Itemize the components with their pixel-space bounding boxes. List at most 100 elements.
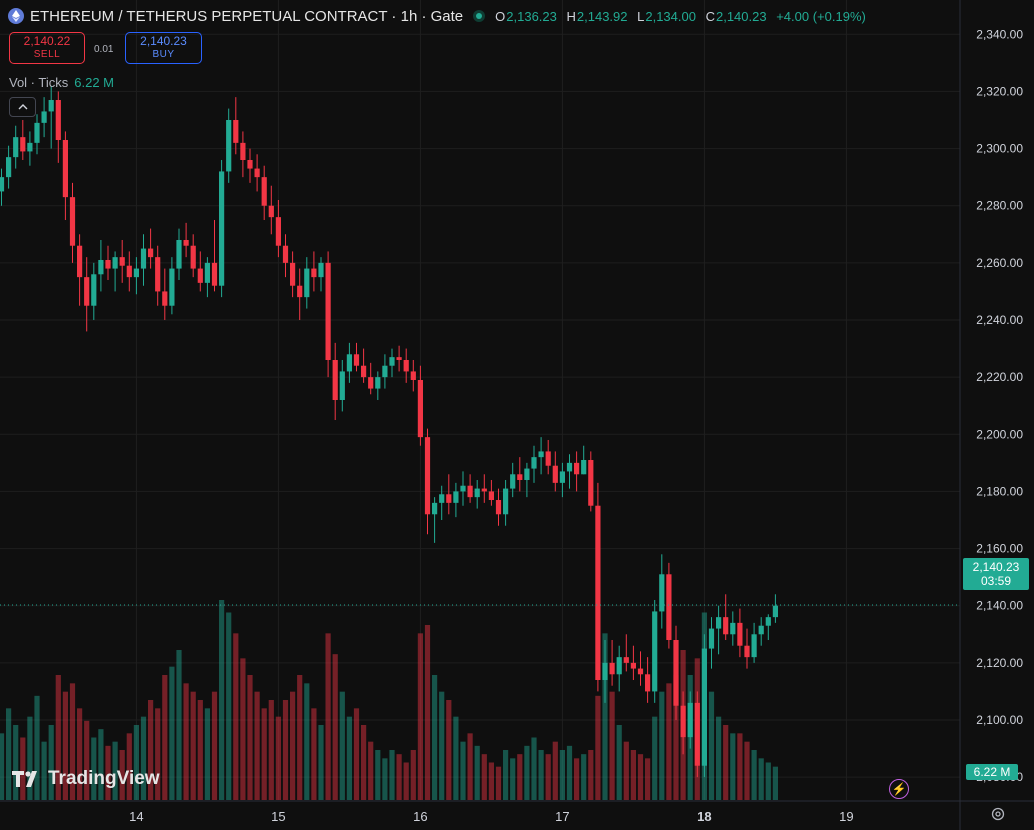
volume-bar (645, 758, 651, 800)
collapse-legend-button[interactable] (9, 97, 36, 117)
candle-body (311, 268, 317, 278)
candle-body (503, 488, 509, 515)
candle-body (162, 291, 168, 306)
candle-body (119, 257, 125, 266)
sell-button[interactable]: 2,140.22 SELL (9, 32, 85, 64)
volume-bar (311, 708, 317, 800)
close-label: C (705, 8, 715, 24)
volume-bar (467, 733, 473, 800)
tradingview-watermark[interactable]: TradingView (12, 768, 160, 790)
candle-body (261, 177, 267, 206)
volume-bar (261, 708, 267, 800)
candle-body (6, 157, 12, 178)
candle-body (645, 674, 651, 692)
candle-body (41, 111, 47, 123)
sell-label: SELL (33, 49, 61, 60)
volume-bar (148, 700, 154, 800)
volume-bar (290, 691, 296, 800)
volume-bar (297, 675, 303, 800)
candle-body (268, 205, 274, 218)
volume-bar (20, 737, 26, 800)
symbol-title[interactable]: ETHEREUM / TETHERUS PERPETUAL CONTRACT ·… (30, 7, 464, 25)
candle-body (588, 460, 594, 506)
candle-body (140, 248, 147, 269)
candle-body (34, 122, 40, 143)
volume-bar (98, 729, 104, 800)
volume-bar (382, 758, 388, 800)
candle-body (254, 168, 260, 178)
volume-bar (588, 750, 594, 800)
candle-body (673, 640, 679, 706)
lightning-icon[interactable]: ⚡ (889, 779, 909, 799)
volume-bar (204, 708, 210, 800)
candle-body (155, 257, 161, 292)
candle-body (730, 622, 736, 635)
candle-body (297, 285, 303, 298)
candle-body (247, 160, 253, 169)
candle-body (91, 274, 97, 306)
volume-label: Vol · Ticks (9, 75, 69, 90)
volume-bar (119, 750, 125, 800)
candle-body (361, 365, 367, 378)
candle-body (552, 465, 558, 483)
candle-body (581, 460, 587, 475)
candle-body (510, 474, 516, 489)
candle-body (659, 574, 665, 612)
volume-bar (510, 758, 516, 800)
candle-body (623, 657, 629, 663)
candle-body (62, 140, 68, 198)
candle-body (197, 268, 203, 283)
tradingview-logo-icon (12, 771, 37, 787)
volume-bar (275, 716, 281, 800)
candle-body (708, 628, 715, 649)
volume-bar (481, 754, 487, 800)
candle-body (680, 705, 686, 738)
x-tick-label: 18 (697, 809, 711, 824)
candle-body (495, 500, 502, 515)
y-tick-label: 2,220.00 (976, 370, 1023, 384)
buy-button[interactable]: 2,140.23 BUY (125, 32, 202, 64)
volume-bar (623, 741, 629, 800)
candle-body (538, 451, 544, 458)
volume-bar (410, 750, 416, 800)
volume-bar (169, 666, 175, 800)
volume-bar (268, 700, 274, 800)
volume-bar (318, 725, 324, 800)
x-tick-label: 19 (839, 809, 853, 824)
volume-bar (48, 725, 54, 800)
volume-bar (41, 741, 47, 800)
candle-body (204, 262, 210, 283)
volume-bar (602, 633, 608, 800)
candle-body (758, 625, 764, 635)
candle-body (275, 217, 281, 246)
candle-body (559, 471, 565, 483)
volume-bar (751, 750, 757, 800)
candle-body (176, 240, 182, 269)
candle-body (226, 120, 232, 172)
candle-body (723, 617, 729, 635)
ethereum-icon (8, 8, 24, 24)
y-tick-label: 2,120.00 (976, 656, 1023, 670)
candle-body (460, 485, 466, 492)
candle-body (240, 142, 246, 160)
candle-body (282, 245, 289, 263)
candle-body (687, 702, 693, 738)
candle-body (637, 668, 644, 675)
candle-body (545, 451, 551, 466)
candle-body (566, 462, 573, 472)
volume-bar (403, 762, 409, 800)
high-value: 2,143.92 (576, 8, 628, 24)
candle-body (772, 605, 778, 618)
bar-countdown: 03:59 (980, 574, 1012, 588)
x-tick-label: 15 (271, 809, 285, 824)
volume-legend[interactable]: Vol · Ticks 6.22 M (9, 75, 114, 90)
y-tick-label: 2,320.00 (976, 84, 1023, 98)
candle-body (666, 574, 672, 640)
low-label: L (637, 8, 645, 24)
candle-body (467, 485, 473, 498)
candle-body (410, 371, 416, 380)
volume-bar (744, 741, 750, 800)
volume-bar (432, 675, 438, 800)
gear-icon[interactable] (990, 806, 1006, 822)
